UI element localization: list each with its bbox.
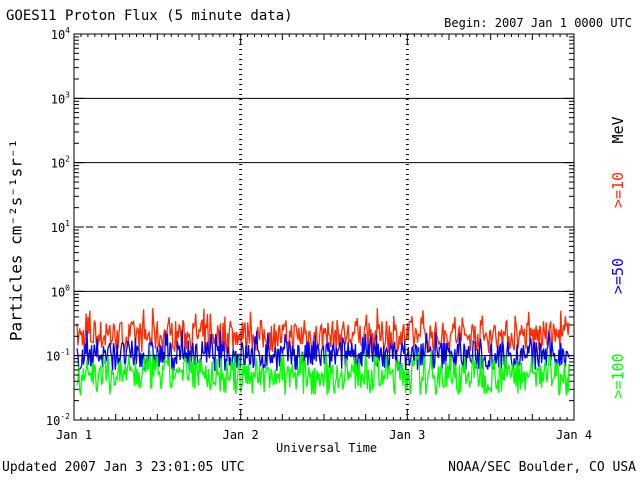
credit: NOAA/SEC Boulder, CO USA — [448, 460, 636, 475]
series-line-ge10 — [76, 308, 570, 353]
updated-time: Updated 2007 Jan 3 23:01:05 UTC — [2, 460, 245, 475]
y-tick-label: 103 — [51, 90, 70, 106]
y-tick-label: 100 — [51, 283, 70, 299]
y-tick-label: 102 — [51, 155, 70, 171]
axes-group — [73, 33, 575, 421]
x-tick-label: Jan 1 — [56, 428, 92, 442]
x-tick-label: Jan 2 — [223, 428, 259, 442]
series-group — [76, 308, 570, 396]
y-tick-label: 101 — [51, 219, 70, 235]
series-line-ge100 — [76, 350, 570, 396]
x-tick-label: Jan 3 — [389, 428, 425, 442]
begin-time: Begin: 2007 Jan 1 0000 UTC — [444, 16, 632, 30]
y-tick-label: 10-2 — [46, 412, 70, 428]
x-axis-label: Universal Time — [276, 441, 378, 455]
x-tick-label: Jan 4 — [556, 428, 592, 442]
grid-group — [74, 34, 574, 420]
chart-title: GOES11 Proton Flux (5 minute data) — [6, 8, 293, 24]
y-tick-label: 104 — [51, 26, 70, 42]
series-line-ge50 — [76, 330, 570, 373]
tick-labels-group: 10-2 10-1 100 101 102 103 104 Jan 1 Jan 2 Jan 3 Ja… — [46, 26, 592, 442]
y-tick-label: 10-1 — [46, 348, 70, 364]
